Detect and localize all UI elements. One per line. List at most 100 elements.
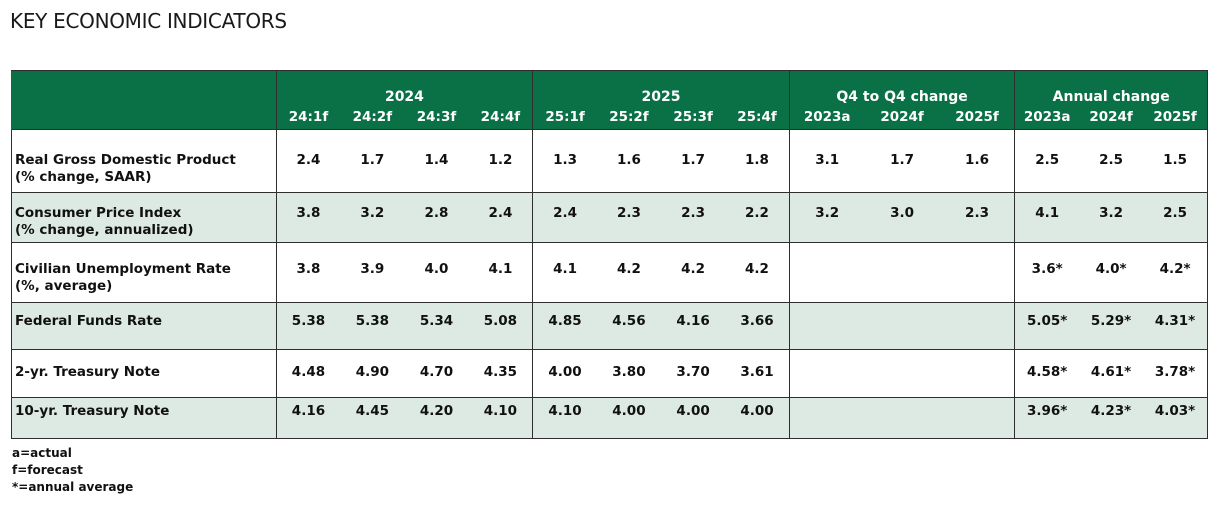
- table-body: Real Gross Domestic Product (% change, SA…: [11, 129, 1209, 439]
- column-header: 24:2f: [340, 105, 405, 130]
- table-cell: 2.4: [468, 192, 534, 243]
- column-header: 25:3f: [661, 105, 726, 130]
- column-header: 25:4f: [725, 105, 790, 130]
- table-cell: 1.7: [340, 129, 405, 193]
- table-cell: 4.58*: [1014, 349, 1079, 398]
- table-cell: 1.8: [725, 129, 790, 193]
- table-cell: 1.4: [404, 129, 469, 193]
- table-cell: 3.78*: [1143, 349, 1209, 398]
- page-title: KEY ECONOMIC INDICATORS: [10, 9, 287, 33]
- table-cell: 4.2: [596, 242, 662, 303]
- table-cell: 4.70: [404, 349, 469, 398]
- table-row: 2-yr. Treasury Note 4.48 4.90 4.70 4.35 4.00 3…: [11, 349, 1209, 398]
- row-label-title: Federal Funds Rate: [15, 313, 163, 329]
- table-cell: [939, 242, 1016, 303]
- table-cell: [788, 302, 865, 350]
- table-cell: 1.7: [864, 129, 940, 193]
- table-cell: 4.00: [532, 349, 597, 398]
- row-label-title: 2-yr. Treasury Note: [15, 364, 160, 380]
- table-cell: 3.70: [661, 349, 726, 398]
- table-cell: 2.5: [1143, 192, 1209, 243]
- table-cell: 4.16: [661, 302, 726, 350]
- table-cell: 4.61*: [1078, 349, 1144, 398]
- footnote-line: a=actual: [12, 446, 72, 460]
- table-cell: 4.45: [340, 397, 405, 439]
- group-header-q4-to-q4: Q4 to Q4 change: [788, 70, 1016, 105]
- table-cell: 2.8: [404, 192, 469, 243]
- column-header: 2025f: [1143, 105, 1209, 130]
- table-cell: 4.35: [468, 349, 534, 398]
- footnote-line: f=forecast: [12, 463, 83, 477]
- table-cell: 2.5: [1078, 129, 1144, 193]
- table-cell: 4.20: [404, 397, 469, 439]
- table-cell: 4.00: [661, 397, 726, 439]
- row-label-title: 10-yr. Treasury Note: [15, 403, 170, 419]
- table-cell: 5.34: [404, 302, 469, 350]
- table-cell: 4.0*: [1078, 242, 1144, 303]
- group-header-2025: 2025: [532, 70, 790, 105]
- table-cell: 2.3: [596, 192, 662, 243]
- table-cell: 3.6*: [1014, 242, 1079, 303]
- table-cell: 5.05*: [1014, 302, 1079, 350]
- table-cell: 4.90: [340, 349, 405, 398]
- column-header: 2023a: [788, 105, 865, 130]
- table-cell: 2.2: [725, 192, 790, 243]
- row-label: Consumer Price Index (% change, annualize…: [11, 192, 277, 243]
- row-label-title: Real Gross Domestic Product: [15, 152, 236, 168]
- table-cell: [939, 302, 1016, 350]
- table-cell: 2.5: [1014, 129, 1079, 193]
- row-label-title: Civilian Unemployment Rate: [15, 261, 231, 277]
- table-cell: 4.00: [725, 397, 790, 439]
- table-header: 2024 2025 Q4 to Q4 change Annual change …: [11, 70, 1209, 130]
- table-cell: 1.7: [661, 129, 726, 193]
- table-cell: 4.1: [468, 242, 534, 303]
- table-cell: 4.1: [1014, 192, 1079, 243]
- table-cell: [939, 397, 1016, 439]
- column-header: 2024f: [1078, 105, 1144, 130]
- table-cell: 3.2: [788, 192, 865, 243]
- table-cell: 5.38: [275, 302, 341, 350]
- table-cell: 4.23*: [1078, 397, 1144, 439]
- table-cell: 3.0: [864, 192, 940, 243]
- column-header: 2023a: [1014, 105, 1079, 130]
- table-row: Civilian Unemployment Rate (%, average) 3.…: [11, 242, 1209, 303]
- table-cell: 1.2: [468, 129, 534, 193]
- table-cell: 1.6: [939, 129, 1016, 193]
- column-header: 24:1f: [275, 105, 341, 130]
- row-label-title: Consumer Price Index: [15, 205, 182, 221]
- table-cell: 3.2: [1078, 192, 1144, 243]
- header-blank-cell: [11, 70, 277, 130]
- table-cell: 4.31*: [1143, 302, 1209, 350]
- table-cell: 2.4: [275, 129, 341, 193]
- row-label: Federal Funds Rate: [11, 302, 277, 350]
- table-cell: 3.8: [275, 192, 341, 243]
- table-cell: [788, 397, 865, 439]
- table-cell: 3.66: [725, 302, 790, 350]
- table-cell: 3.80: [596, 349, 662, 398]
- table-cell: 4.10: [532, 397, 597, 439]
- table-cell: 4.10: [468, 397, 534, 439]
- table-cell: 5.08: [468, 302, 534, 350]
- table-cell: 3.2: [340, 192, 405, 243]
- group-header-2024: 2024: [275, 70, 534, 105]
- column-header: 2024f: [864, 105, 940, 130]
- table-row: Real Gross Domestic Product (% change, SA…: [11, 129, 1209, 193]
- table-cell: 4.85: [532, 302, 597, 350]
- table-cell: 4.2: [725, 242, 790, 303]
- row-label-unit: (% change, annualized): [15, 222, 194, 238]
- table-cell: 4.0: [404, 242, 469, 303]
- table-cell: 4.16: [275, 397, 341, 439]
- row-label: Real Gross Domestic Product (% change, SA…: [11, 129, 277, 193]
- row-label-unit: (% change, SAAR): [15, 169, 152, 185]
- column-header: 25:1f: [532, 105, 597, 130]
- table-cell: 1.6: [596, 129, 662, 193]
- table-cell: 4.00: [596, 397, 662, 439]
- table-cell: 4.56: [596, 302, 662, 350]
- table-cell: 2.3: [661, 192, 726, 243]
- table-cell: 3.9: [340, 242, 405, 303]
- table-cell: 4.2*: [1143, 242, 1209, 303]
- column-header: 25:2f: [596, 105, 662, 130]
- row-label-unit: (%, average): [15, 278, 113, 294]
- row-label: 10-yr. Treasury Note: [11, 397, 277, 439]
- column-header: 2025f: [939, 105, 1016, 130]
